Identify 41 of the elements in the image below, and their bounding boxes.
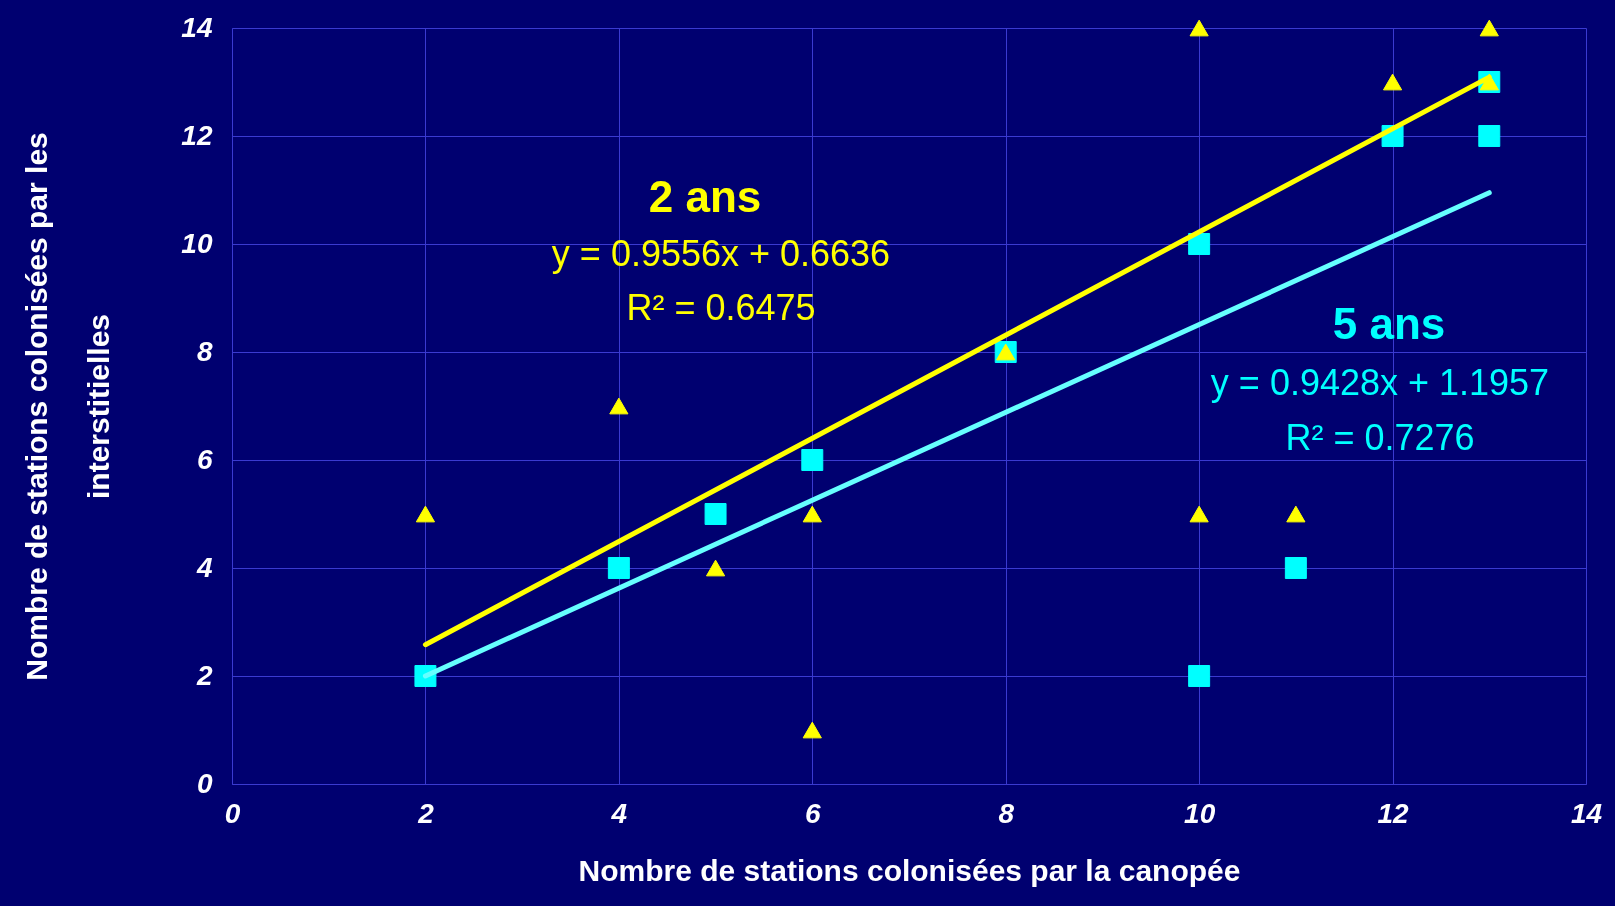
point (1286, 505, 1306, 523)
annotation: y = 0.9428x + 1.1957 (1210, 362, 1550, 403)
point (607, 557, 630, 579)
point (1188, 665, 1211, 687)
annotation: y = 0.9556x + 0.6636 (551, 233, 891, 274)
y-axis-title: Nombre de stations colonisées par les interstitielles (20, 132, 116, 681)
x-axis-title: Nombre de stations colonisées par la canopée (578, 853, 1241, 887)
x-tick-label: 10 (1184, 797, 1216, 829)
x-tick-label: 4 (610, 797, 628, 829)
point (801, 449, 824, 471)
x-tick-label: 0 (224, 797, 241, 829)
point (802, 505, 822, 523)
y-tick-label: 4 (195, 551, 213, 583)
point (1188, 233, 1211, 255)
point (704, 503, 727, 525)
point (1479, 19, 1499, 37)
point (705, 559, 726, 577)
text: 2 ans (648, 172, 762, 221)
y-tick-label: 2 (195, 659, 213, 691)
y-tick-label: 8 (196, 335, 213, 367)
y-tick-label: 10 (181, 227, 213, 259)
point (1382, 73, 1403, 91)
x-tick-label: 2 (417, 797, 435, 829)
point (802, 721, 822, 739)
x-tick-label: 14 (1570, 797, 1603, 829)
point (1284, 557, 1307, 579)
y-tick-label: 14 (181, 11, 213, 43)
x-tick-label: 12 (1377, 797, 1410, 829)
x-tick-label: 6 (805, 797, 821, 829)
annotation: R² = 0.6475 (626, 287, 816, 328)
point (1189, 19, 1209, 37)
text: 5 ans (1332, 299, 1446, 348)
y-tick-label: 6 (196, 443, 213, 475)
point (415, 505, 436, 523)
y-tick-label: 0 (196, 767, 213, 799)
x-tick-label: 8 (998, 797, 1015, 829)
point (1478, 125, 1501, 147)
annotation: R² = 0.7276 (1285, 417, 1475, 458)
point (1189, 505, 1209, 523)
point (609, 397, 629, 415)
y-tick-label: 12 (181, 119, 213, 151)
